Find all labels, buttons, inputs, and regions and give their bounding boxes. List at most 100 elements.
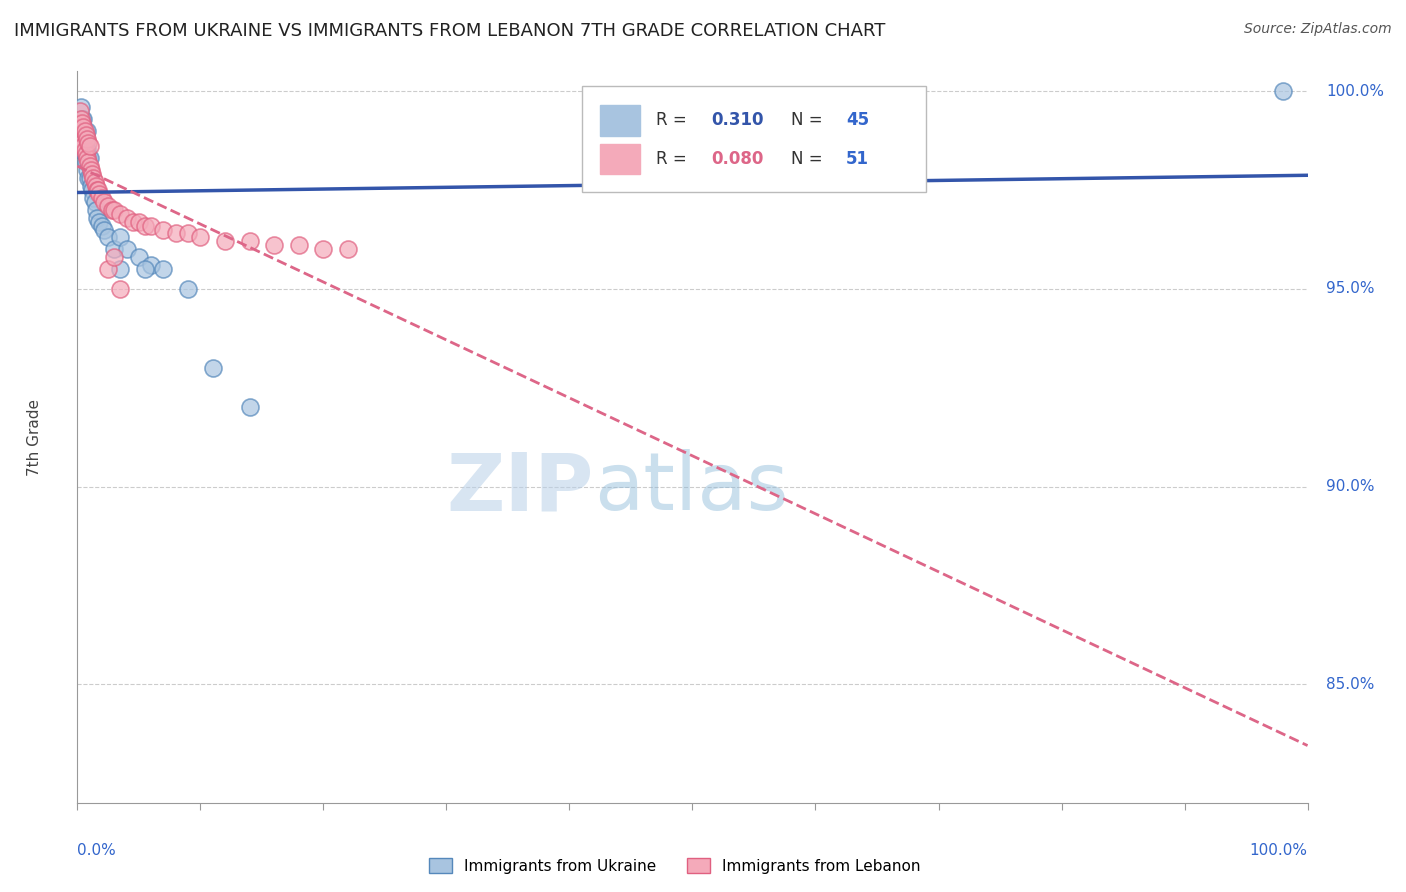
Point <box>101 202 124 217</box>
Point <box>97 199 120 213</box>
Point <box>128 250 150 264</box>
Point <box>201 360 224 375</box>
Point <box>165 227 187 241</box>
Point <box>76 152 98 166</box>
Text: 45: 45 <box>846 112 869 129</box>
Point <box>77 171 100 186</box>
Point <box>134 219 156 233</box>
Point <box>86 183 108 197</box>
Text: N =: N = <box>792 150 828 168</box>
Text: 100.0%: 100.0% <box>1326 84 1384 99</box>
Text: IMMIGRANTS FROM UKRAINE VS IMMIGRANTS FROM LEBANON 7TH GRADE CORRELATION CHART: IMMIGRANTS FROM UKRAINE VS IMMIGRANTS FR… <box>14 22 886 40</box>
Point <box>70 116 93 130</box>
Point <box>89 186 111 201</box>
Point <box>337 242 360 256</box>
Text: ZIP: ZIP <box>447 450 595 527</box>
Point <box>69 103 91 118</box>
Point <box>115 211 138 225</box>
Point <box>73 123 96 137</box>
Point <box>84 202 107 217</box>
Point <box>72 112 94 126</box>
Point <box>70 131 93 145</box>
Point <box>103 242 125 256</box>
Point <box>67 116 90 130</box>
Text: atlas: atlas <box>595 450 789 527</box>
Point <box>121 214 143 228</box>
Text: 0.0%: 0.0% <box>77 843 117 858</box>
Point <box>97 230 120 244</box>
Point <box>93 222 115 236</box>
Point <box>177 282 200 296</box>
Point <box>115 242 138 256</box>
Point <box>79 152 101 166</box>
Point <box>77 152 100 166</box>
Point <box>69 123 91 137</box>
Text: 85.0%: 85.0% <box>1326 677 1375 691</box>
Point <box>82 191 104 205</box>
Point <box>73 144 96 158</box>
Point <box>90 191 114 205</box>
Text: 100.0%: 100.0% <box>1250 843 1308 858</box>
Point <box>239 235 262 249</box>
Text: 0.080: 0.080 <box>711 150 763 168</box>
Point <box>70 144 93 158</box>
Point <box>214 235 236 249</box>
Point <box>69 144 91 158</box>
Point <box>263 238 285 252</box>
Text: N =: N = <box>792 112 828 129</box>
Point <box>188 230 212 244</box>
Point <box>97 262 120 277</box>
Text: 90.0%: 90.0% <box>1326 479 1375 494</box>
Text: 7th Grade: 7th Grade <box>27 399 42 475</box>
Point <box>69 123 91 137</box>
Point <box>80 179 103 194</box>
Point <box>134 262 156 277</box>
Point <box>70 136 93 150</box>
Point <box>1272 84 1295 98</box>
Point <box>73 144 96 158</box>
Point <box>67 123 90 137</box>
Point <box>70 116 93 130</box>
Point <box>70 112 93 126</box>
Point <box>128 214 150 228</box>
Point <box>72 123 94 137</box>
Point <box>93 194 115 209</box>
Point <box>83 194 105 209</box>
Point <box>89 214 111 228</box>
Point <box>75 155 97 169</box>
Legend: Immigrants from Ukraine, Immigrants from Lebanon: Immigrants from Ukraine, Immigrants from… <box>423 852 927 880</box>
Point <box>75 136 97 150</box>
Text: 95.0%: 95.0% <box>1326 281 1375 296</box>
Point <box>76 123 98 137</box>
Text: Source: ZipAtlas.com: Source: ZipAtlas.com <box>1244 22 1392 37</box>
Point <box>103 250 125 264</box>
Point <box>70 112 93 126</box>
Point <box>75 147 97 161</box>
Text: R =: R = <box>655 112 692 129</box>
Point <box>70 123 93 137</box>
Bar <box>600 105 640 136</box>
Point <box>80 163 103 178</box>
FancyBboxPatch shape <box>582 86 927 192</box>
Point <box>288 238 311 252</box>
Point <box>87 183 110 197</box>
Bar <box>600 144 640 175</box>
Point <box>84 179 107 194</box>
Point <box>110 282 132 296</box>
Text: R =: R = <box>655 150 692 168</box>
Point <box>83 175 105 189</box>
Text: 0.310: 0.310 <box>711 112 763 129</box>
Point <box>82 171 104 186</box>
Point <box>141 258 163 272</box>
Point <box>72 144 94 158</box>
Point <box>70 131 93 145</box>
Point <box>90 219 114 233</box>
Point <box>110 207 132 221</box>
Point <box>79 171 101 186</box>
Point <box>86 211 108 225</box>
Point <box>76 163 98 178</box>
Point <box>76 131 98 145</box>
Point <box>110 262 132 277</box>
Point <box>73 123 96 137</box>
Point <box>76 144 98 158</box>
